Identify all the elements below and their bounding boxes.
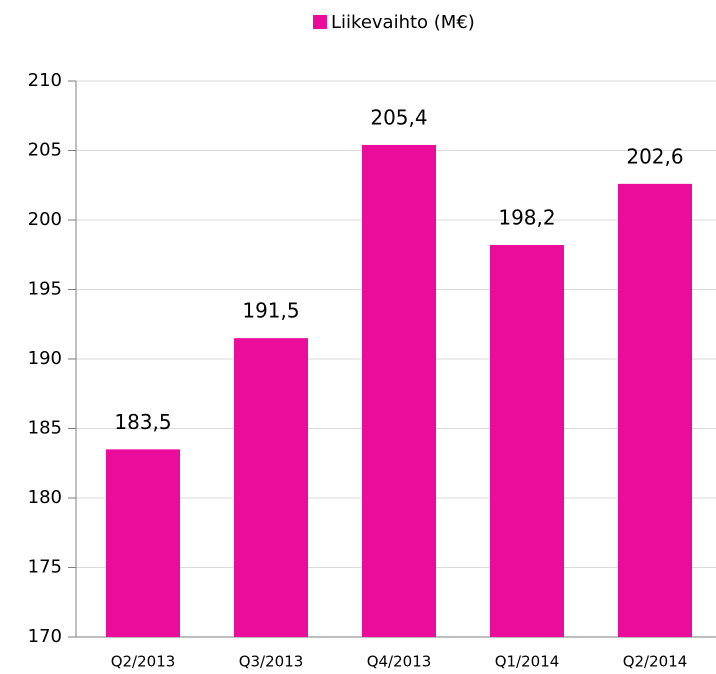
y-tick-label: 175 <box>28 557 62 578</box>
data-label: 183,5 <box>114 410 171 434</box>
bar <box>234 338 308 637</box>
x-tick-label: Q2/2013 <box>111 653 176 671</box>
y-tick-label: 205 <box>28 140 62 161</box>
y-tick-label: 190 <box>28 348 62 369</box>
data-label: 198,2 <box>498 206 555 230</box>
bar <box>490 245 564 637</box>
bar <box>106 449 180 637</box>
y-tick-label: 210 <box>28 70 62 91</box>
y-tick-label: 200 <box>28 209 62 230</box>
y-tick-label: 180 <box>28 487 62 508</box>
data-label: 202,6 <box>626 144 683 168</box>
data-label: 205,4 <box>370 105 427 129</box>
y-tick-label: 185 <box>28 418 62 439</box>
data-label: 191,5 <box>242 299 299 323</box>
y-tick-label: 195 <box>28 279 62 300</box>
y-tick-label: 170 <box>28 626 62 647</box>
x-tick-label: Q1/2014 <box>495 653 560 671</box>
legend-swatch <box>313 15 327 29</box>
x-tick-label: Q2/2014 <box>623 653 688 671</box>
bar <box>618 183 692 638</box>
bar <box>362 144 436 637</box>
legend-label: Liikevaihto (M€) <box>331 12 475 33</box>
x-tick-label: Q4/2013 <box>367 653 432 671</box>
x-tick-label: Q3/2013 <box>239 653 304 671</box>
